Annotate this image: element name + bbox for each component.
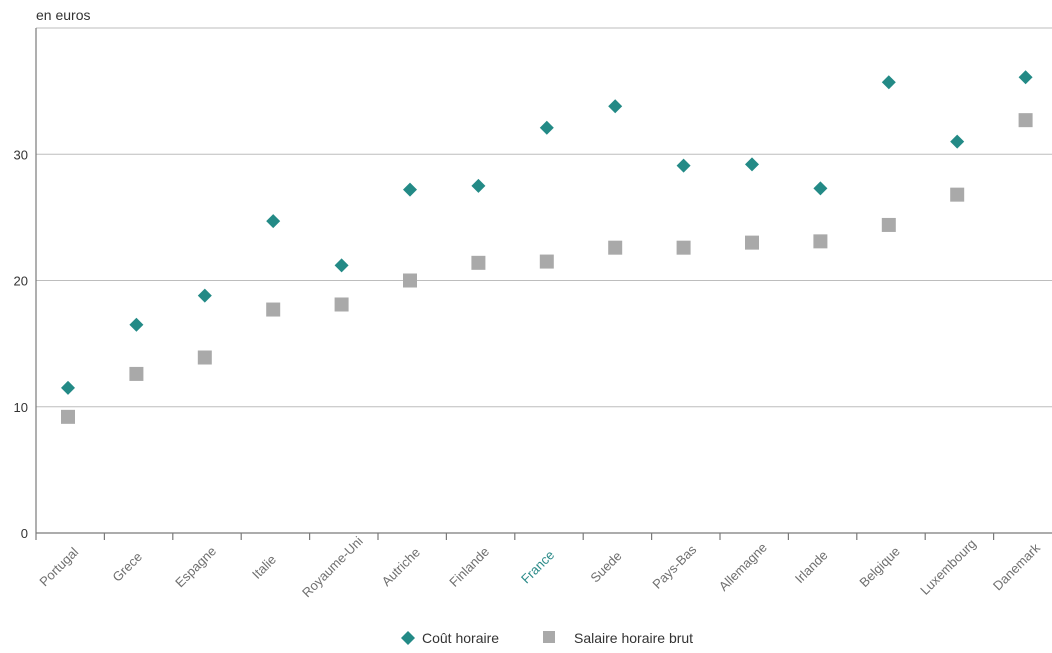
x-category-label: Pays-Bas: [649, 541, 699, 591]
axis-layer: [35, 28, 1052, 540]
cout-horaire-point: [197, 288, 212, 303]
legend-square-icon: [543, 631, 555, 643]
cout-horaire-point: [1018, 70, 1033, 85]
x-category-label: Grece: [109, 549, 145, 585]
x-category-label: Belgique: [856, 544, 902, 590]
cout-horaire-point: [881, 75, 896, 90]
cout-horaire-point: [471, 178, 486, 193]
x-category-label: Espagne: [172, 543, 219, 590]
cout-horaire-point: [403, 182, 417, 197]
y-tick-label: 0: [21, 526, 28, 541]
cout-horaire-point: [539, 120, 554, 135]
y-tick-label: 10: [14, 400, 28, 415]
cout-horaire-point: [608, 99, 623, 114]
x-category-label: France: [518, 547, 557, 586]
cout-horaire-point: [813, 181, 828, 196]
labels-layer: 0 10 20 30 en euros Portugal Grece Espagne Itali…: [14, 7, 1044, 600]
x-category-label: Luxembourg: [917, 536, 979, 598]
salaire-horaire-brut-point: [539, 254, 554, 269]
cout-horaire-point: [266, 214, 281, 229]
legend: Coût horaire Salaire horaire brut: [401, 630, 693, 646]
marks-layer: [61, 70, 1033, 424]
grid-layer: [36, 27, 1052, 408]
x-category-label: Suede: [587, 548, 624, 585]
legend-label-salaire-horaire-brut: Salaire horaire brut: [574, 630, 693, 646]
salaire-horaire-brut-point: [676, 240, 691, 255]
x-category-label: Italie: [249, 552, 279, 582]
x-category-label: Finlande: [446, 544, 492, 590]
legend-diamond-icon: [401, 631, 415, 645]
salaire-horaire-brut-point: [471, 255, 486, 270]
x-category-label: Danemark: [990, 540, 1043, 593]
salaire-horaire-brut-point: [129, 366, 144, 381]
salaire-horaire-brut-point: [1018, 113, 1033, 128]
salaire-horaire-brut-point: [334, 297, 349, 312]
salaire-horaire-brut-point: [950, 187, 965, 202]
salaire-horaire-brut-point: [813, 234, 828, 249]
salaire-horaire-brut-point: [266, 302, 281, 317]
cout-horaire-point: [676, 158, 691, 173]
legend-label-cout-horaire: Coût horaire: [422, 630, 499, 646]
cout-horaire-point: [950, 134, 965, 149]
x-category-label: Royaume-Uni: [299, 533, 366, 600]
x-category-label: Portugal: [36, 544, 81, 589]
salaire-horaire-brut-point: [745, 235, 759, 250]
salaire-horaire-brut-point: [881, 217, 896, 232]
cout-horaire-point: [334, 258, 349, 273]
salaire-horaire-brut-point: [61, 409, 75, 424]
y-tick-label: 30: [14, 147, 28, 162]
x-category-label: Allemagne: [716, 540, 770, 594]
salaire-horaire-brut-point: [197, 350, 212, 365]
cout-horaire-point: [745, 157, 759, 172]
x-category-label: Autriche: [379, 545, 423, 589]
x-category-label: Irlande: [792, 547, 831, 586]
y-tick-label: 20: [14, 274, 28, 289]
salaire-horaire-brut-point: [608, 240, 623, 255]
cout-horaire-point: [61, 380, 75, 395]
cout-horaire-point: [129, 317, 144, 332]
y-unit-label: en euros: [36, 7, 90, 23]
salaire-horaire-brut-point: [403, 273, 417, 288]
